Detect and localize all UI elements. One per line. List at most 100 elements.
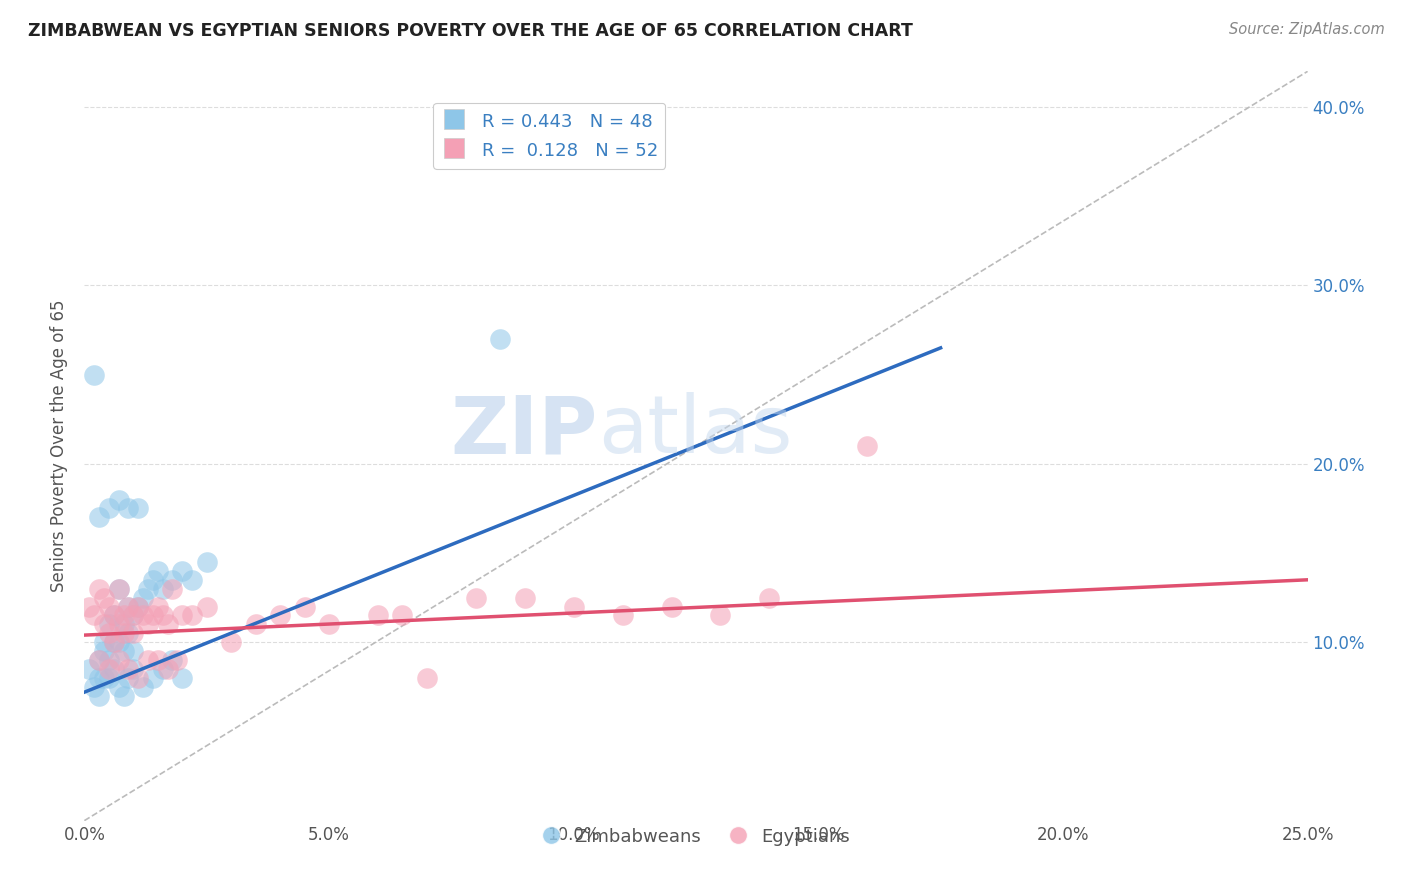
- Point: [112, 689, 135, 703]
- Point: [77, 662, 100, 676]
- Point: [117, 662, 139, 676]
- Point: [87, 689, 110, 703]
- Point: [103, 635, 125, 649]
- Point: [87, 582, 110, 596]
- Point: [172, 564, 194, 578]
- Point: [103, 608, 125, 623]
- Point: [758, 591, 780, 605]
- Point: [152, 608, 174, 623]
- Point: [162, 573, 184, 587]
- Point: [83, 680, 105, 694]
- Point: [318, 617, 340, 632]
- Point: [112, 608, 135, 623]
- Point: [87, 653, 110, 667]
- Point: [142, 573, 165, 587]
- Point: [107, 582, 129, 596]
- Point: [122, 626, 145, 640]
- Point: [107, 635, 129, 649]
- Point: [856, 439, 879, 453]
- Point: [156, 662, 179, 676]
- Point: [93, 635, 115, 649]
- Point: [162, 582, 184, 596]
- Point: [97, 671, 120, 685]
- Point: [97, 617, 120, 632]
- Point: [122, 608, 145, 623]
- Point: [181, 608, 204, 623]
- Point: [172, 671, 194, 685]
- Point: [97, 626, 120, 640]
- Point: [162, 653, 184, 667]
- Point: [107, 653, 129, 667]
- Point: [107, 680, 129, 694]
- Point: [152, 582, 174, 596]
- Point: [181, 573, 204, 587]
- Text: Source: ZipAtlas.com: Source: ZipAtlas.com: [1229, 22, 1385, 37]
- Point: [112, 617, 135, 632]
- Point: [93, 617, 115, 632]
- Point: [83, 368, 105, 382]
- Point: [97, 653, 120, 667]
- Y-axis label: Seniors Poverty Over the Age of 65: Seniors Poverty Over the Age of 65: [51, 300, 69, 592]
- Point: [195, 599, 218, 614]
- Point: [117, 599, 139, 614]
- Point: [117, 599, 139, 614]
- Point: [132, 680, 155, 694]
- Point: [136, 653, 159, 667]
- Point: [562, 599, 585, 614]
- Point: [77, 599, 100, 614]
- Point: [219, 635, 242, 649]
- Point: [97, 501, 120, 516]
- Point: [122, 662, 145, 676]
- Point: [103, 635, 125, 649]
- Text: atlas: atlas: [598, 392, 793, 470]
- Point: [612, 608, 634, 623]
- Point: [83, 608, 105, 623]
- Point: [87, 671, 110, 685]
- Point: [103, 608, 125, 623]
- Text: ZIP: ZIP: [451, 392, 598, 470]
- Point: [97, 599, 120, 614]
- Point: [269, 608, 291, 623]
- Point: [127, 599, 149, 614]
- Point: [107, 617, 129, 632]
- Point: [117, 501, 139, 516]
- Point: [142, 671, 165, 685]
- Point: [127, 501, 149, 516]
- Point: [87, 653, 110, 667]
- Point: [195, 555, 218, 569]
- Point: [122, 608, 145, 623]
- Point: [709, 608, 731, 623]
- Point: [93, 591, 115, 605]
- Point: [156, 617, 179, 632]
- Point: [112, 644, 135, 658]
- Point: [136, 582, 159, 596]
- Point: [367, 608, 389, 623]
- Point: [136, 617, 159, 632]
- Point: [117, 626, 139, 640]
- Point: [661, 599, 683, 614]
- Text: ZIMBABWEAN VS EGYPTIAN SENIORS POVERTY OVER THE AGE OF 65 CORRELATION CHART: ZIMBABWEAN VS EGYPTIAN SENIORS POVERTY O…: [28, 22, 912, 40]
- Point: [112, 626, 135, 640]
- Point: [132, 608, 155, 623]
- Point: [489, 332, 512, 346]
- Point: [166, 653, 188, 667]
- Point: [142, 608, 165, 623]
- Point: [513, 591, 536, 605]
- Point: [127, 671, 149, 685]
- Point: [152, 662, 174, 676]
- Point: [294, 599, 316, 614]
- Point: [93, 671, 115, 685]
- Point: [107, 492, 129, 507]
- Point: [97, 662, 120, 676]
- Point: [464, 591, 486, 605]
- Point: [117, 671, 139, 685]
- Point: [245, 617, 267, 632]
- Point: [146, 564, 169, 578]
- Point: [146, 599, 169, 614]
- Point: [103, 662, 125, 676]
- Point: [122, 644, 145, 658]
- Point: [416, 671, 439, 685]
- Point: [127, 599, 149, 614]
- Point: [391, 608, 413, 623]
- Point: [146, 653, 169, 667]
